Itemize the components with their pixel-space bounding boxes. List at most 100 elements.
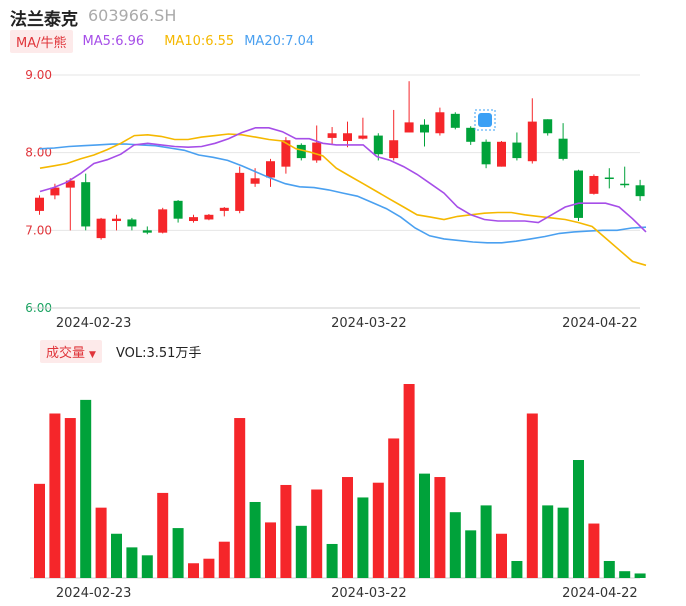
candle-body — [481, 141, 491, 165]
volume-value: VOL:3.51万手 — [115, 345, 202, 361]
stock-name: 法兰泰克 — [10, 10, 78, 30]
candle-body — [635, 185, 645, 197]
candle-body — [127, 219, 137, 227]
candle-body — [343, 133, 352, 142]
volume-bar — [465, 530, 477, 578]
volume-bar — [311, 489, 323, 578]
volume-bar — [511, 560, 523, 578]
dropdown-caret-icon: ▼ — [89, 349, 96, 360]
volume-bar — [326, 543, 338, 578]
volume-bar — [34, 483, 45, 578]
candle-body — [466, 127, 476, 142]
volume-bar — [80, 399, 92, 578]
volume-bar — [249, 501, 261, 578]
volume-bar — [357, 497, 369, 578]
volume-bar — [280, 484, 292, 578]
candle-body — [620, 183, 630, 186]
y-tick-label: 9.00 — [25, 68, 52, 82]
volume-bar — [603, 560, 615, 578]
candle-body — [327, 133, 337, 138]
volume-bar — [434, 477, 446, 578]
volume-x-tick-label: 2024-04-22 — [562, 586, 638, 601]
volume-bar — [573, 460, 584, 578]
volume-bar — [526, 413, 538, 578]
volume-bar — [203, 558, 215, 578]
volume-bar — [188, 563, 199, 578]
volume-bar — [265, 522, 276, 578]
ma-indicator-selector[interactable]: MA/牛熊 — [10, 29, 73, 53]
volume-bar — [157, 492, 169, 578]
ma20-line — [39, 143, 647, 244]
ma20-value: MA20:7.04 — [244, 33, 315, 49]
volume-bar — [64, 418, 76, 578]
volume-label: 成交量 — [46, 345, 86, 361]
candle-body — [189, 217, 198, 222]
volume-bar — [126, 547, 138, 578]
candle-body — [81, 182, 91, 227]
volume-indicator-selector[interactable]: 成交量 ▼ — [40, 339, 102, 363]
volume-bar — [619, 571, 631, 578]
candle-body — [574, 170, 583, 218]
volume-bar — [295, 525, 307, 578]
candle-body — [404, 122, 414, 133]
volume-bar — [234, 418, 246, 578]
candle-body — [450, 113, 460, 128]
volume-bar — [172, 528, 184, 578]
volume-bar — [141, 555, 153, 578]
y-tick-label: 7.00 — [25, 223, 52, 237]
volume-bar — [588, 523, 600, 578]
candle-body — [558, 138, 568, 159]
candle-body — [173, 200, 183, 219]
candle-body — [604, 177, 614, 180]
candle-body — [312, 142, 322, 161]
candle-body — [112, 218, 121, 222]
candle-body — [96, 218, 106, 239]
candle-body — [420, 124, 429, 133]
candle-body — [142, 230, 152, 233]
candle-body — [543, 119, 553, 134]
volume-bar — [480, 505, 492, 578]
candle-body — [50, 187, 60, 196]
candle-body — [497, 141, 506, 167]
volume-x-tick-label: 2024-02-23 — [56, 586, 132, 601]
stock-code: 603966.SH — [88, 6, 177, 25]
candle-body — [512, 142, 522, 159]
candle-body — [65, 180, 75, 188]
ma5-value: MA5:6.96 — [82, 33, 145, 49]
candle-body — [589, 175, 599, 194]
candle-body — [373, 135, 383, 155]
volume-bar — [403, 384, 415, 578]
candle-body — [158, 209, 168, 233]
volume-bar — [557, 507, 569, 578]
event-marker-icon — [478, 113, 492, 127]
volume-bar — [49, 413, 61, 578]
ma-legend: MA/牛熊 MA5:6.96 MA10:6.55 MA20:7.04 — [10, 29, 315, 53]
ma10-line — [39, 133, 647, 267]
x-tick-label: 2024-04-22 — [562, 316, 638, 331]
candle-body — [266, 161, 275, 178]
candle-body — [204, 214, 214, 220]
volume-bar — [388, 438, 400, 578]
volume-bar — [449, 512, 461, 578]
candle-body — [250, 178, 260, 184]
candle-body — [35, 197, 44, 211]
volume-bar — [218, 541, 230, 578]
volume-legend: 成交量 ▼ VOL:3.51万手 — [40, 339, 202, 363]
volume-bar — [419, 473, 430, 578]
ma10-value: MA10:6.55 — [164, 33, 235, 49]
x-tick-label: 2024-03-22 — [331, 316, 407, 331]
ma5-line — [39, 127, 647, 233]
x-tick-label: 2024-02-23 — [56, 316, 132, 331]
candle-body — [235, 172, 245, 211]
volume-bar — [111, 533, 122, 578]
candle-body — [358, 135, 368, 139]
candle-body — [281, 140, 291, 167]
volume-bar — [634, 573, 646, 578]
volume-bar — [372, 482, 384, 578]
candle-body — [435, 112, 445, 134]
candle-body — [219, 207, 229, 211]
event-marker-frame — [474, 109, 496, 131]
candle-body — [296, 144, 306, 159]
candle-body — [389, 140, 399, 159]
